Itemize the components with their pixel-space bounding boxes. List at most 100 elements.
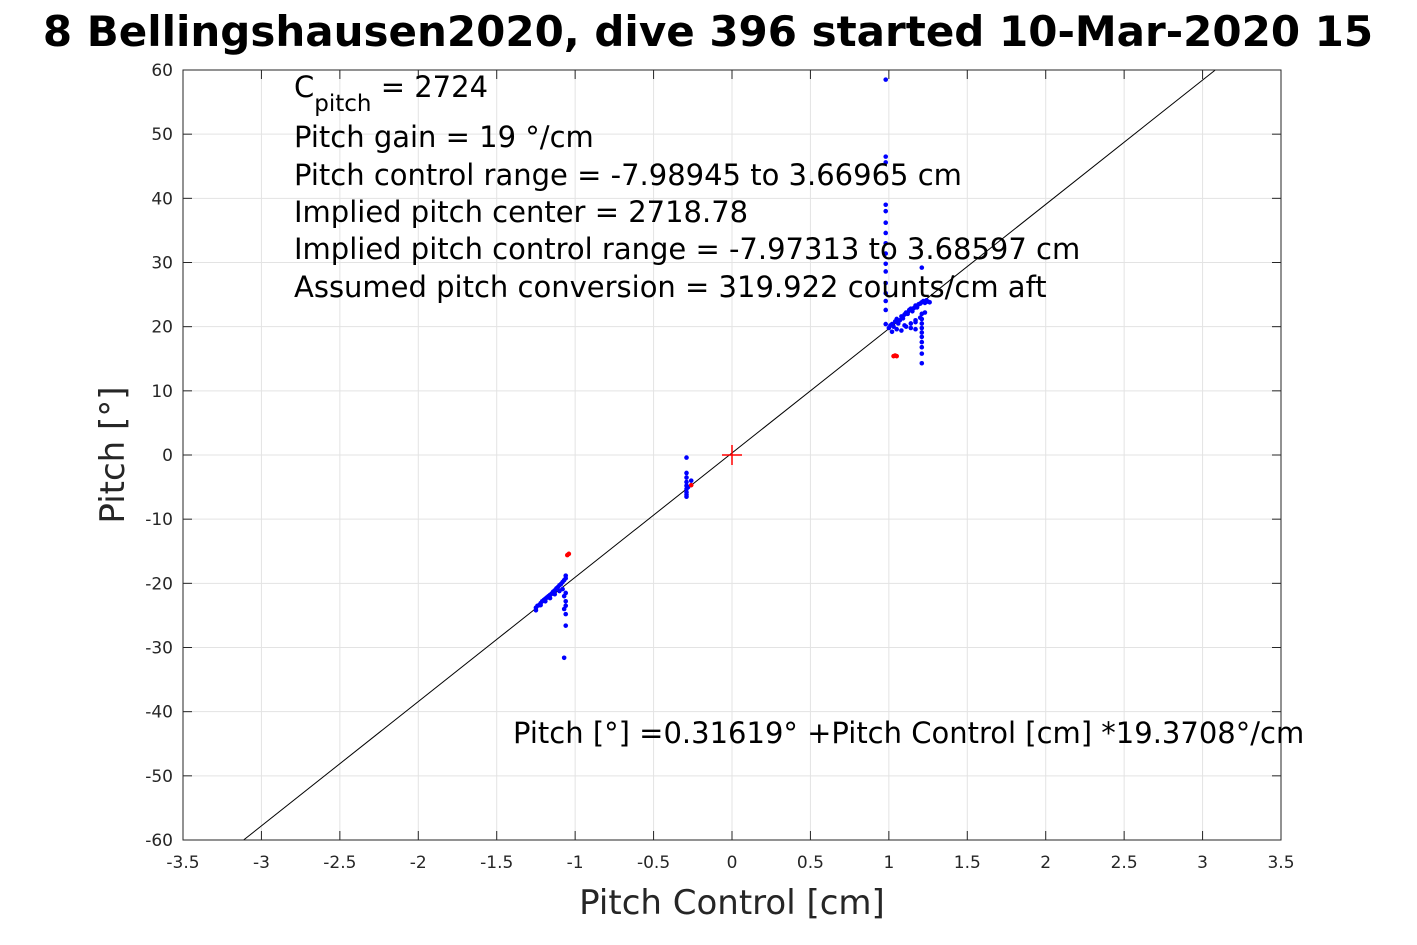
- data-point: [561, 655, 567, 661]
- y-tick-label: -20: [145, 574, 173, 594]
- data-point: [883, 251, 889, 256]
- center-marker: [722, 445, 742, 465]
- data-point: [913, 317, 918, 323]
- data-point: [927, 299, 932, 305]
- y-tick-label: -60: [145, 831, 173, 851]
- data-point: [883, 321, 889, 327]
- ticks: -3.5 -3 -2.5 -2 -1.5 -1 -0.5 0 0.5 1 1.5 2 2.5 3 3.5 60…: [145, 61, 1294, 873]
- annotation-block: Cpitch = 2724 Pitch gain = 19 °/cm Pitch…: [294, 70, 1080, 304]
- data-point: [883, 230, 889, 236]
- x-tick-label: -1: [567, 853, 584, 873]
- x-tick-label: -3: [253, 853, 270, 873]
- data-point: [891, 324, 896, 329]
- y-tick-label: -30: [145, 639, 173, 659]
- annotation-control-range: Pitch control range = -7.98945 to 3.6696…: [294, 158, 962, 192]
- data-point: [883, 307, 889, 313]
- x-tick-label: 3: [1197, 853, 1208, 873]
- data-point: [561, 606, 567, 612]
- y-tick-label: 10: [151, 382, 173, 402]
- data-point: [919, 330, 925, 335]
- data-point: [919, 351, 925, 356]
- y-tick-label: 60: [151, 61, 173, 81]
- data-point: [894, 353, 899, 359]
- data-point: [565, 552, 570, 558]
- data-point: [533, 607, 539, 613]
- data-point: [883, 280, 889, 286]
- data-point: [908, 321, 914, 326]
- annotation-cpitch-sub: pitch: [314, 91, 371, 117]
- annotation-pitch-gain: Pitch gain = 19 °/cm: [294, 120, 594, 154]
- data-point: [889, 329, 895, 335]
- data-point: [883, 77, 889, 82]
- data-point: [908, 325, 914, 331]
- data-point: [905, 311, 910, 317]
- data-point: [684, 494, 689, 500]
- x-tick-label: -2: [410, 853, 427, 873]
- annotation-conversion: Assumed pitch conversion = 319.922 count…: [294, 270, 1047, 304]
- data-point: [902, 323, 907, 328]
- annotation-cpitch-base: C: [294, 70, 314, 104]
- x-tick-label: -2.5: [323, 853, 356, 873]
- x-axis-label: Pitch Control [cm]: [579, 883, 885, 923]
- data-point: [883, 240, 889, 246]
- chart-title: 8 Bellingshausen2020, dive 396 started 1…: [43, 7, 1373, 56]
- data-point: [919, 360, 925, 366]
- y-tick-label: 30: [151, 254, 173, 274]
- data-point: [900, 316, 906, 321]
- data-point: [883, 220, 889, 226]
- data-point: [547, 595, 553, 601]
- plot-frame: [182, 69, 1282, 841]
- data-point: [684, 479, 689, 485]
- y-tick-label: 50: [151, 125, 173, 145]
- data-point: [919, 325, 925, 331]
- data-point: [883, 154, 889, 159]
- data-point: [919, 344, 925, 350]
- y-tick-label: -40: [145, 703, 173, 723]
- x-tick-label: 2.5: [1111, 853, 1138, 873]
- data-point: [543, 599, 548, 604]
- data-point: [883, 208, 889, 214]
- data-point: [919, 311, 925, 317]
- data-point: [883, 261, 889, 267]
- data-point: [563, 573, 569, 578]
- fit-equation: Pitch [°] =0.31619° +Pitch Control [cm] …: [513, 716, 1304, 750]
- annotation-implied-center: Implied pitch center = 2718.78: [294, 195, 748, 229]
- y-tick-label: 40: [151, 189, 173, 209]
- data-point: [563, 623, 569, 628]
- data-point: [563, 590, 569, 596]
- data-point: [883, 202, 889, 208]
- x-tick-label: 3.5: [1267, 853, 1294, 873]
- data-point: [919, 316, 925, 322]
- data-point: [883, 298, 889, 304]
- y-tick-label: 20: [151, 318, 173, 338]
- annotation-cpitch-value: = 2724: [371, 70, 488, 104]
- x-tick-label: -3.5: [166, 853, 199, 873]
- data-point: [552, 591, 558, 597]
- data-point: [688, 482, 694, 488]
- x-tick-label: 1: [883, 853, 894, 873]
- data-point: [894, 326, 899, 332]
- y-tick-label: -10: [145, 510, 173, 530]
- data-point: [919, 339, 925, 345]
- data-point: [919, 334, 925, 340]
- annotation-implied-range: Implied pitch control range = -7.97313 t…: [294, 232, 1080, 266]
- data-point: [883, 269, 889, 274]
- x-tick-label: 0: [727, 853, 738, 873]
- data-point: [563, 611, 569, 617]
- annotation-cpitch: Cpitch = 2724: [294, 70, 488, 117]
- x-tick-label: 1.5: [954, 853, 981, 873]
- data-point: [899, 328, 904, 333]
- data-point: [919, 321, 925, 326]
- y-axis-label: Pitch [°]: [93, 386, 133, 523]
- data-point: [883, 160, 889, 165]
- x-tick-label: -0.5: [637, 853, 670, 873]
- data-point: [919, 265, 925, 270]
- data-point: [913, 326, 918, 332]
- data-point: [883, 291, 889, 296]
- x-tick-label: 0.5: [797, 853, 824, 873]
- data-point: [560, 586, 565, 592]
- y-tick-label: -50: [145, 767, 173, 787]
- data-points: [533, 77, 932, 661]
- y-tick-label: 0: [162, 446, 173, 466]
- data-point: [684, 475, 689, 480]
